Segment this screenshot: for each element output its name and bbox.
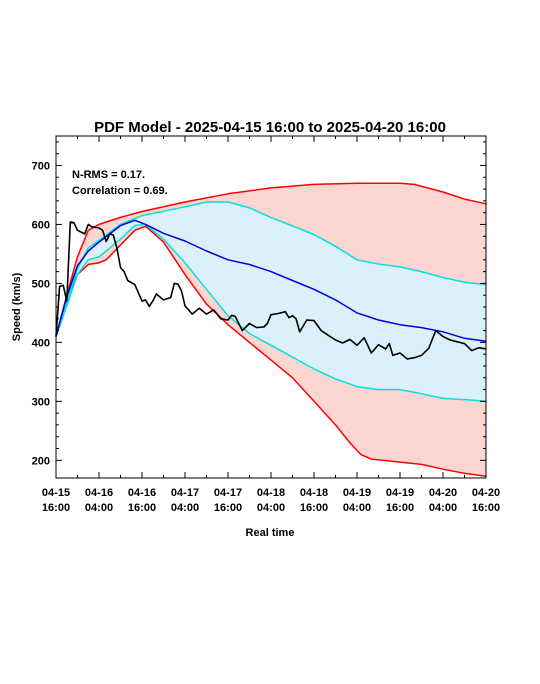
outer-band-lower-line (55, 225, 487, 477)
x-tick-label-date: 04-20 (429, 487, 457, 499)
y-tick-label: 600 (32, 219, 50, 231)
x-tick-label-time: 04:00 (85, 502, 113, 514)
x-tick-label-date: 04-17 (214, 487, 242, 499)
y-axis-label: Speed (km/s) (11, 272, 23, 341)
x-tick-label-time: 04:00 (257, 502, 285, 514)
x-tick-label-time: 04:00 (171, 502, 199, 514)
x-tick-label-date: 04-18 (257, 487, 285, 499)
chart-title: PDF Model - 2025-04-15 16:00 to 2025-04-… (94, 119, 446, 136)
x-tick-label-time: 04:00 (429, 502, 457, 514)
x-tick-label-date: 04-19 (343, 487, 371, 499)
x-tick-label-time: 16:00 (128, 502, 156, 514)
x-tick-label-time: 16:00 (472, 502, 500, 514)
observed-line (55, 221, 487, 360)
inner-band-upper-line (55, 201, 487, 337)
x-axis: 04-15 16:00 04-16 04:00 04-16 16:00 04-17 04:00… (42, 136, 500, 514)
x-tick-label-time: 16:00 (386, 502, 414, 514)
x-tick-label-date: 04-20 (472, 487, 500, 499)
x-tick-label-date: 04-15 (42, 487, 70, 499)
y-axis: 200 300 400 500 600 700 (32, 141, 486, 467)
x-axis-label: Real time (246, 527, 295, 539)
median-line (55, 219, 487, 342)
y-tick-label: 300 (32, 396, 50, 408)
inner-band-fill (56, 202, 486, 402)
y-tick-label: 700 (32, 160, 50, 172)
x-tick-label-date: 04-16 (85, 487, 113, 499)
x-tick-label-date: 04-19 (386, 487, 414, 499)
outer-band-upper-line (55, 182, 487, 337)
x-tick-label-date: 04-18 (300, 487, 328, 499)
n-rms-annotation: N-RMS = 0.17. (72, 169, 145, 181)
y-tick-label: 500 (32, 278, 50, 290)
x-tick-label-time: 16:00 (42, 502, 70, 514)
x-tick-label-date: 04-17 (171, 487, 199, 499)
x-tick-label-time: 16:00 (214, 502, 242, 514)
prediction-bands (56, 183, 486, 477)
x-tick-label-date: 04-16 (128, 487, 156, 499)
x-tick-label-time: 04:00 (343, 502, 371, 514)
y-tick-label: 200 (32, 455, 50, 467)
correlation-annotation: Correlation = 0.69. (72, 185, 168, 197)
y-tick-label: 400 (32, 337, 50, 349)
x-tick-label-time: 16:00 (300, 502, 328, 514)
series-lines (55, 182, 487, 477)
